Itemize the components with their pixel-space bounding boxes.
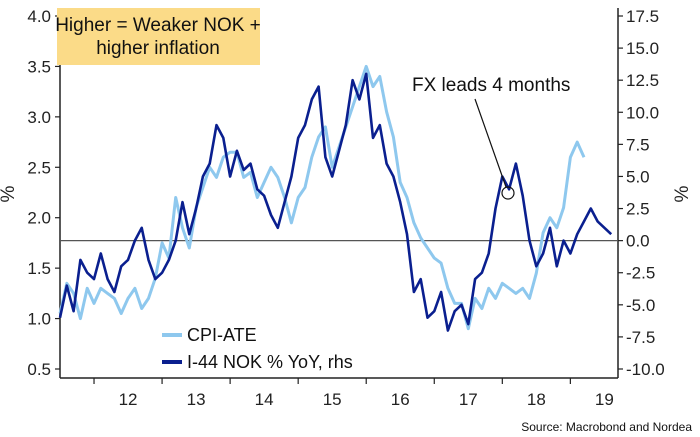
annotation-arrow [474,98,507,188]
series-line-i44-nok [58,72,613,332]
left-tick-label: 0.5 [27,360,51,379]
left-axis-title: % [0,185,19,202]
x-tick-label: 13 [187,390,206,409]
left-tick-label: 4.0 [27,7,51,26]
x-axis-ticks: 12 13 14 15 16 17 18 19 [93,378,614,409]
callout-line2: higher inflation [96,38,220,59]
legend-label-cpi-ate: CPI-ATE [187,325,257,345]
x-tick-label: 12 [119,390,138,409]
right-tick-label: 7.5 [626,135,650,154]
right-axis-title: % [672,185,693,202]
left-axis-ticks: 0.5 1.0 1.5 2.0 2.5 3.0 3.5 4.0 [27,7,60,379]
right-tick-label: -5.0 [626,296,655,315]
right-tick-label: -10.0 [626,360,665,379]
left-tick-label: 2.0 [27,209,51,228]
right-tick-label: -2.5 [626,264,655,283]
callout-line1: Higher = Weaker NOK + [55,15,261,36]
x-tick-label: 14 [255,390,274,409]
x-tick-label: 16 [391,390,410,409]
left-tick-label: 2.5 [27,158,51,177]
right-tick-label: 12.5 [626,71,659,90]
right-tick-label: 15.0 [626,39,659,58]
left-tick-label: 1.5 [27,259,51,278]
source-note: Source: Macrobond and Nordea [521,420,692,434]
right-tick-label: 17.5 [626,7,659,26]
annotation-text: FX leads 4 months [412,75,570,96]
right-tick-label: 0.0 [626,232,650,251]
callout-box [57,8,260,65]
x-tick-label: 19 [595,390,614,409]
left-tick-label: 3.5 [27,57,51,76]
annotation-marker [501,186,515,200]
series-line-cpi-ate [58,64,586,331]
left-tick-label: 1.0 [27,310,51,329]
legend-label-i44-nok: I-44 NOK % YoY, rhs [187,352,353,372]
right-tick-label: -7.5 [626,328,655,347]
x-tick-label: 15 [323,390,342,409]
right-tick-label: 10.0 [626,103,659,122]
x-tick-label: 18 [527,390,546,409]
left-tick-label: 3.0 [27,108,51,127]
right-tick-label: 2.5 [626,200,650,219]
x-tick-label: 17 [459,390,478,409]
right-axis-ticks: -10.0 -7.5 -5.0 -2.5 0.0 2.5 5.0 7.5 10.0 12.5 15.… [618,7,665,379]
right-tick-label: 5.0 [626,167,650,186]
